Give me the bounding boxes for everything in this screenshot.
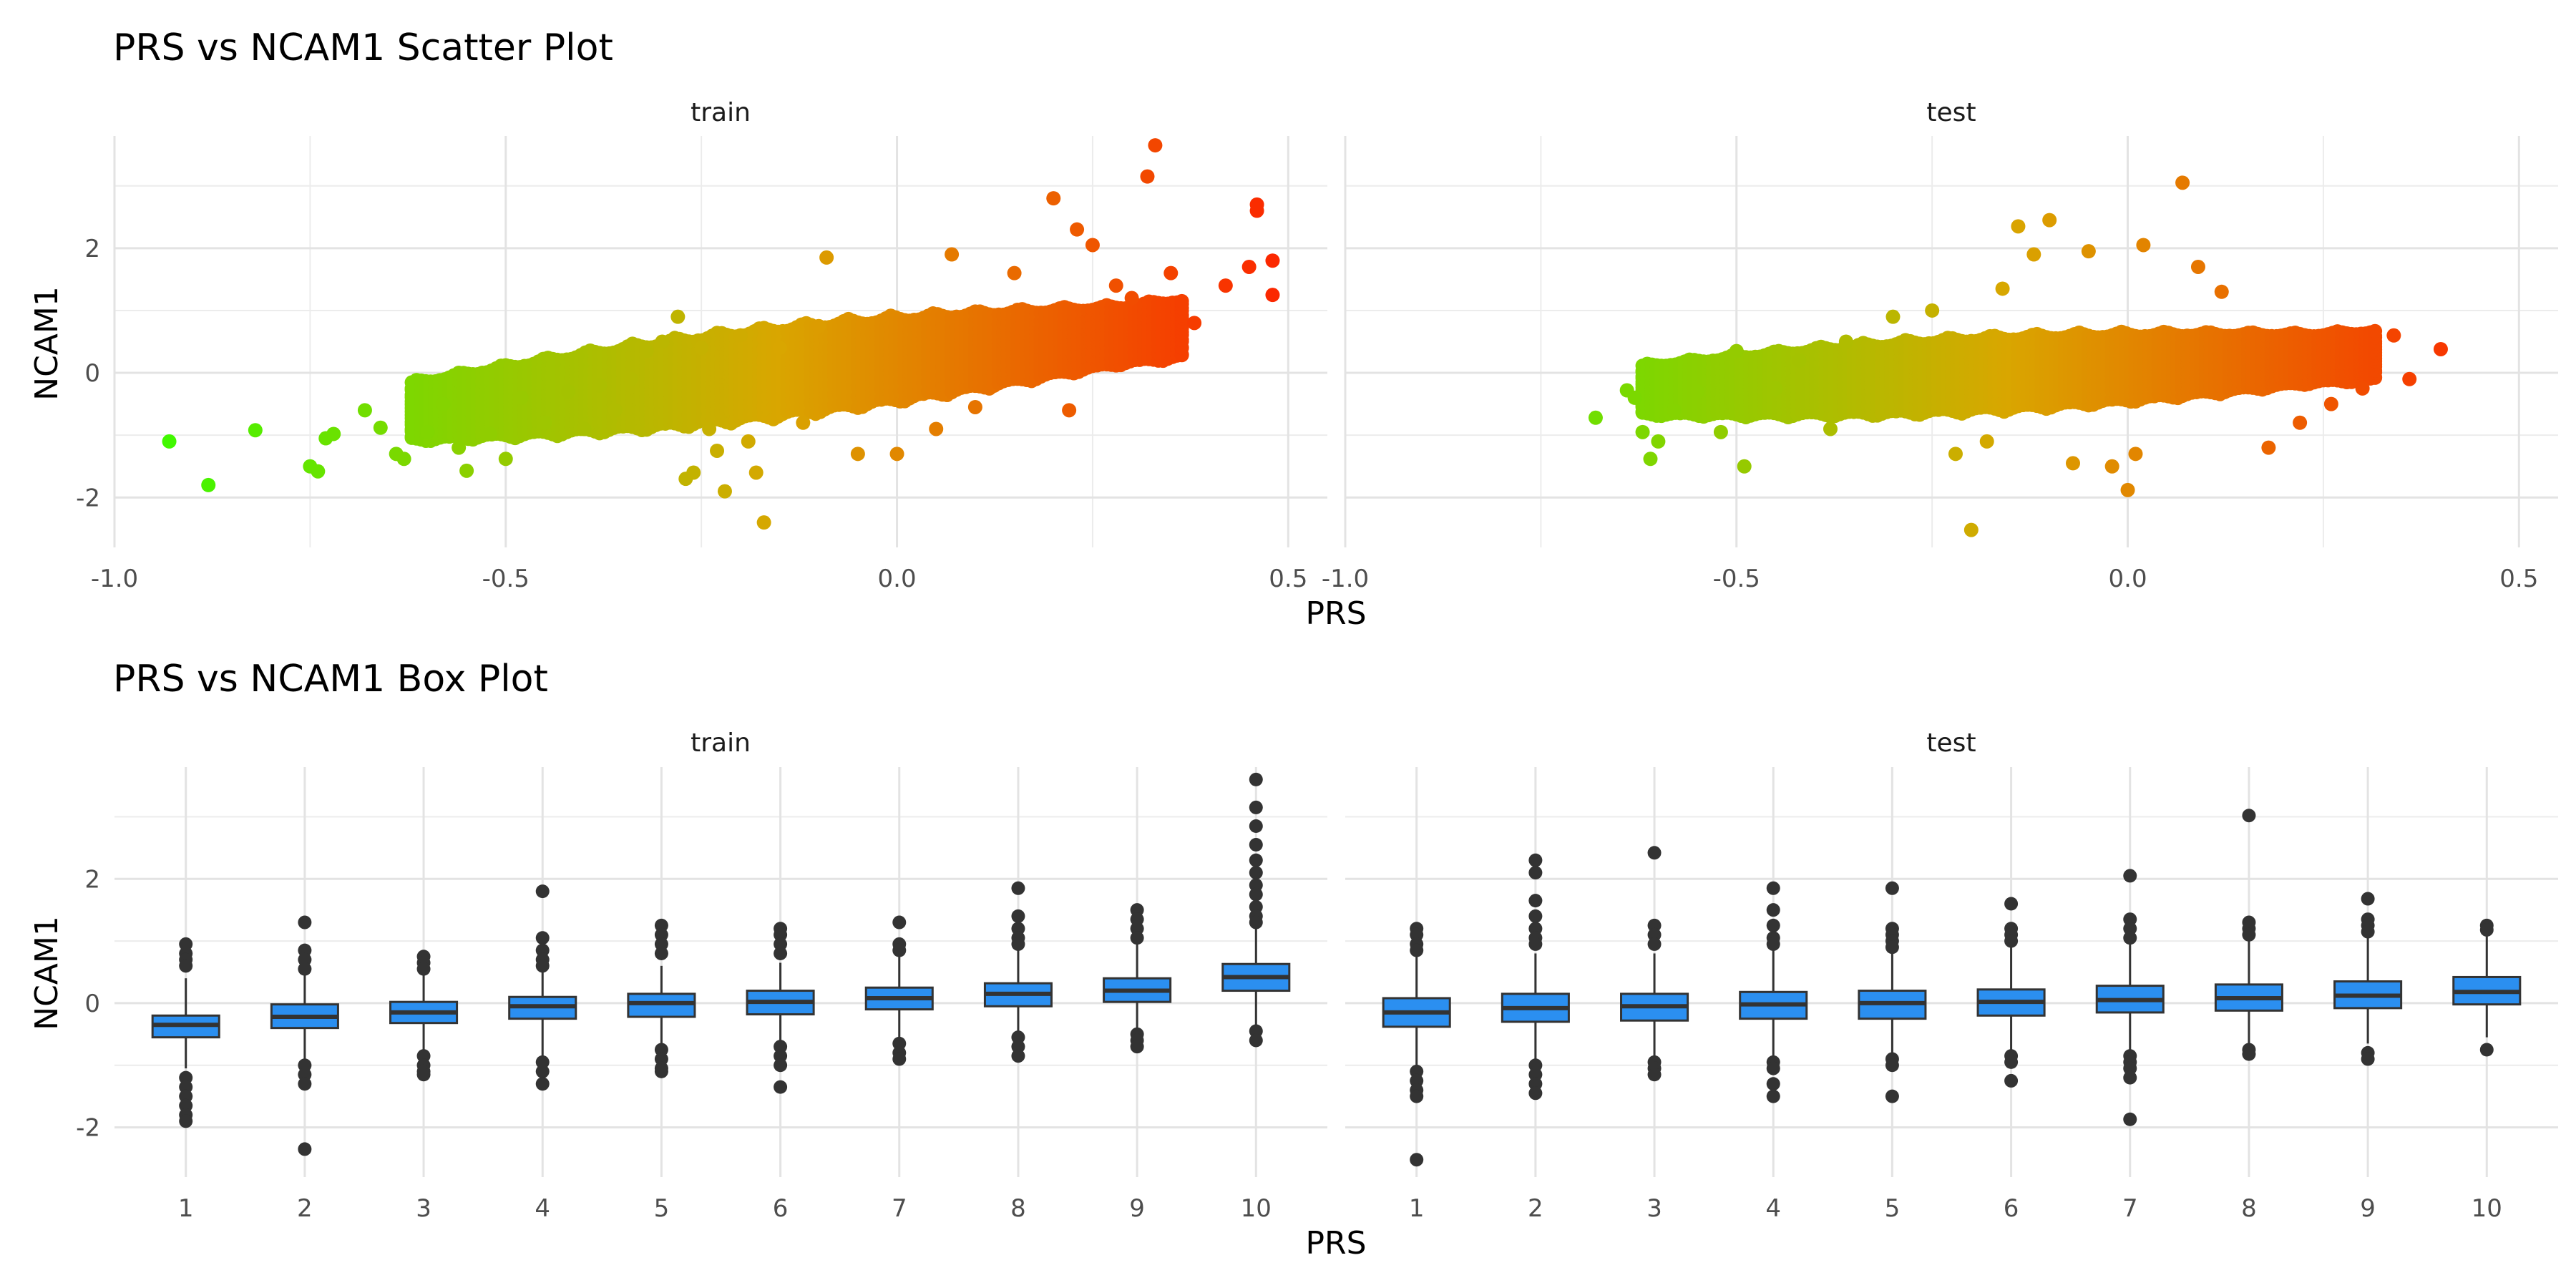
scatter-point	[1070, 222, 1085, 237]
scatter-point	[1148, 138, 1163, 153]
scatter-point	[967, 399, 982, 414]
scatter-point	[796, 415, 811, 430]
scatter-point	[772, 341, 787, 356]
scatter-point	[326, 426, 341, 441]
scatter-point	[162, 434, 177, 449]
scatter-point	[1046, 191, 1061, 206]
scatter-point	[741, 434, 756, 449]
scatter-point	[811, 318, 826, 333]
scatter-point	[670, 309, 686, 324]
scatter-point	[452, 440, 467, 455]
scatter-title: PRS vs NCAM1 Scatter Plot	[113, 26, 613, 69]
scatter-point	[929, 421, 944, 436]
scatter-point	[1124, 291, 1139, 306]
scatter-points-test	[1588, 175, 2448, 537]
scatter-point	[1265, 288, 1280, 303]
scatter-point	[717, 484, 732, 499]
scatter-strip-train: train	[691, 98, 751, 127]
scatter-point	[748, 465, 763, 480]
scatter-point	[514, 390, 529, 405]
scatter-point	[1174, 293, 1189, 308]
scatter-point	[1249, 203, 1264, 218]
scatter-point	[710, 443, 725, 458]
scatter-point	[498, 452, 513, 467]
scatter-point	[420, 424, 435, 439]
scatter-point	[1187, 316, 1202, 331]
scatter-point	[608, 403, 623, 418]
scatter-point	[1241, 259, 1257, 274]
scatter-point	[889, 447, 904, 462]
scatter-point	[686, 465, 701, 480]
scatter-point	[756, 515, 771, 530]
scatter-point	[655, 334, 670, 349]
scatter-point	[694, 341, 709, 356]
scatter-point	[561, 384, 576, 399]
scatter-point	[639, 343, 654, 358]
scatter-point	[311, 464, 326, 479]
scatter-point	[436, 396, 451, 411]
scatter-point	[819, 250, 834, 265]
scatter-point	[1218, 278, 1233, 293]
scatter-point	[592, 378, 607, 393]
scatter-point	[850, 447, 865, 462]
scatter-point	[1085, 238, 1100, 253]
scatter-point	[577, 421, 592, 436]
scatter-point	[482, 426, 497, 441]
scatter-point	[1140, 169, 1155, 184]
scatter-point	[1062, 403, 1077, 418]
scatter-point	[1265, 253, 1280, 268]
scatter-point	[702, 421, 717, 436]
scatter-points-train	[162, 138, 1280, 530]
scatter-strip-test: test	[1926, 98, 1976, 127]
scatter-point	[373, 420, 388, 435]
scatter-point	[459, 463, 474, 478]
scatter-point	[357, 403, 372, 418]
scatter-point	[733, 328, 748, 343]
scatter-point	[1163, 265, 1179, 280]
scatter-point	[1007, 265, 1022, 280]
scatter-point	[1108, 278, 1123, 293]
scatter-point	[537, 415, 552, 430]
scatter-point	[248, 423, 263, 438]
scatter-point	[623, 371, 638, 386]
scatter-point	[201, 477, 216, 492]
scatter-point	[396, 452, 411, 467]
scatter-point	[945, 247, 960, 262]
